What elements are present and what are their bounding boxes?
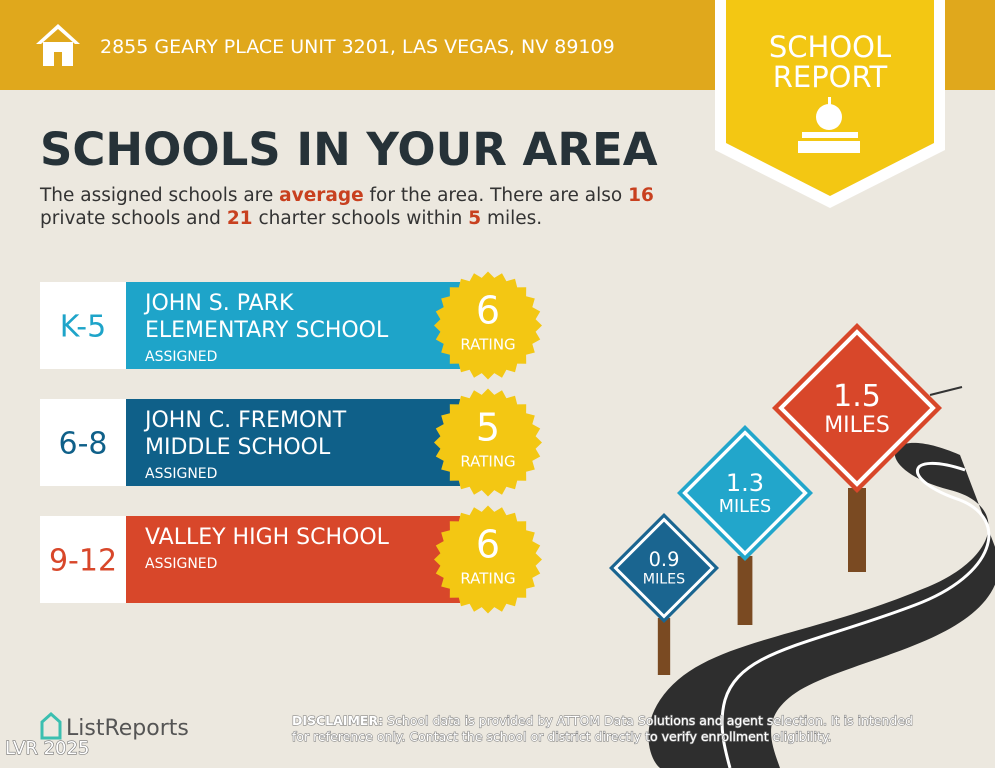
school-name: JOHN C. FREMONT: [143, 408, 347, 433]
distance: 1.3: [726, 469, 764, 497]
badge-line: SCHOOL: [769, 30, 891, 64]
school-status: ASSIGNED: [145, 466, 217, 482]
rating-label: RATING: [460, 336, 515, 354]
disclaimer-text: for reference only. Contact the school o…: [292, 729, 831, 744]
school-name: ELEMENTARY SCHOOL: [145, 318, 389, 343]
rating: 5: [476, 406, 500, 450]
grade-box: [40, 516, 126, 603]
rating-seal: [434, 505, 542, 614]
grade-box: [40, 282, 126, 369]
summary-highlight: 21: [227, 208, 253, 229]
summary-text: for the area. There are also: [364, 185, 628, 206]
grade: K-5: [60, 310, 106, 345]
badge-line: REPORT: [773, 60, 888, 94]
rating-seal: [434, 388, 542, 497]
summary-highlight: average: [279, 185, 364, 206]
rating: 6: [476, 523, 500, 567]
logo-icon: [40, 711, 62, 740]
distance-unit: MILES: [719, 497, 771, 517]
rating: 6: [476, 289, 500, 333]
summary-text: private schools and: [40, 208, 227, 229]
rating-label: RATING: [460, 570, 515, 588]
title: SCHOOLS IN YOUR AREA: [40, 123, 658, 176]
grade: 9-12: [49, 544, 117, 579]
school-status: ASSIGNED: [145, 349, 217, 365]
disclaimer-text: School data is provided by ATTOM Data So…: [387, 713, 913, 728]
sign-post: [737, 556, 753, 625]
distance: 0.9: [649, 548, 680, 571]
summary-highlight: 16: [628, 185, 654, 206]
distance-unit: MILES: [643, 572, 685, 588]
address: 2855 GEARY PLACE UNIT 3201, LAS VEGAS, N…: [100, 36, 615, 58]
school-name: VALLEY HIGH SCHOOL: [145, 525, 390, 550]
distance: 1.5: [833, 379, 881, 414]
sign-post: [657, 618, 671, 675]
rating-label: RATING: [460, 453, 515, 471]
grade: 6-8: [59, 427, 108, 462]
school-bar: [126, 516, 460, 603]
summary-text: charter schools within: [253, 208, 469, 229]
sign: [772, 323, 942, 493]
summary-line: private schools and 21 charter schools w…: [40, 208, 542, 229]
apple-books-icon: [798, 97, 860, 153]
sign-post: [848, 488, 866, 572]
school-bar: [126, 282, 460, 369]
distance-unit: MILES: [824, 413, 890, 438]
rating-seal: [434, 271, 542, 380]
home-icon: [36, 24, 80, 66]
grade-box: [40, 399, 126, 486]
sign: [609, 513, 719, 623]
disclaimer: DISCLAIMER: School data is provided by A…: [292, 713, 913, 728]
disclaimer-label: DISCLAIMER:: [292, 713, 383, 728]
school-bar: [126, 399, 460, 486]
sign-border: [778, 329, 936, 487]
road: [648, 386, 995, 768]
school-name: JOHN S. PARK: [143, 291, 294, 316]
summary-highlight: 5: [468, 208, 481, 229]
logo: ListReports: [66, 716, 189, 741]
school-name: MIDDLE SCHOOL: [145, 435, 331, 460]
sign: [677, 425, 813, 561]
sign-border: [682, 430, 808, 556]
summary-line: The assigned schools are average for the…: [39, 185, 654, 206]
summary-text: The assigned schools are: [39, 185, 279, 206]
summary-text: miles.: [481, 208, 542, 229]
sign-border: [613, 517, 715, 619]
school-status: ASSIGNED: [145, 556, 217, 572]
watermark: LVR 2025: [5, 738, 89, 759]
